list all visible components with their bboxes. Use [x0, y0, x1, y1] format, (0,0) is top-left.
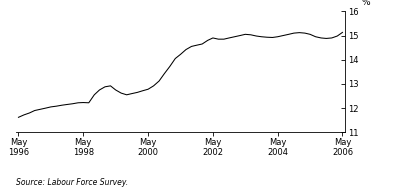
Text: %: %: [362, 0, 370, 7]
Text: Source: Labour Force Survey.: Source: Labour Force Survey.: [16, 178, 128, 187]
